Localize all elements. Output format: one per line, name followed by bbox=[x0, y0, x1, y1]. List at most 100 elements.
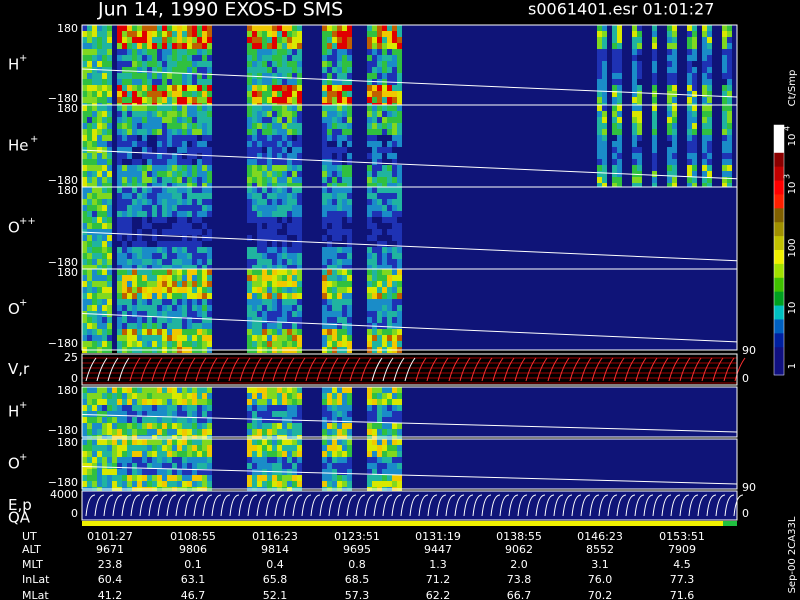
spectrogram-cell bbox=[82, 387, 87, 393]
tick-label: 0 bbox=[71, 372, 78, 385]
spectrogram-cell bbox=[197, 43, 202, 49]
spectrogram-cell bbox=[162, 205, 167, 211]
spectrogram-cell bbox=[197, 147, 202, 153]
spectrogram-cell bbox=[367, 287, 372, 293]
spectrogram-cell bbox=[187, 387, 192, 393]
spectrogram-cell bbox=[132, 171, 137, 177]
spectrogram-cell bbox=[177, 97, 182, 103]
spectrogram-cell bbox=[252, 79, 257, 85]
spectrogram-cell bbox=[97, 229, 102, 235]
spectrogram-cell bbox=[167, 211, 172, 217]
spectrogram-cell bbox=[387, 405, 392, 411]
spectrogram-cell bbox=[702, 55, 707, 61]
spectrogram-cell bbox=[117, 205, 122, 211]
spectrogram-cell bbox=[652, 79, 657, 85]
spectrogram-cell bbox=[367, 183, 372, 189]
spectrogram-cell bbox=[142, 411, 147, 417]
spectrogram-cell bbox=[152, 31, 157, 37]
spectrogram-cell bbox=[187, 329, 192, 335]
spectrogram-cell bbox=[332, 25, 337, 31]
spectrogram-cell bbox=[87, 85, 92, 91]
spectrogram-cell bbox=[297, 43, 302, 49]
spectrogram-cell bbox=[342, 265, 347, 271]
spectrogram-cell bbox=[117, 49, 122, 55]
spectrogram-cell bbox=[387, 463, 392, 469]
energy-arc bbox=[454, 494, 465, 517]
tick-label: −180 bbox=[48, 92, 78, 105]
spectrogram-cell bbox=[107, 481, 112, 487]
spectrogram-cell bbox=[382, 177, 387, 183]
spectrogram-cell bbox=[382, 61, 387, 67]
spectrogram-cell bbox=[157, 275, 162, 281]
spectrogram-cell bbox=[392, 417, 397, 423]
spectrogram-cell bbox=[177, 429, 182, 435]
spectrogram-cell bbox=[122, 129, 127, 135]
spectrogram-cell bbox=[372, 165, 377, 171]
spectrogram-cell bbox=[392, 323, 397, 329]
spectrogram-cell bbox=[257, 37, 262, 43]
spectrogram-cell bbox=[277, 317, 282, 323]
spectrogram-cell bbox=[117, 177, 122, 183]
spectrogram-cell bbox=[117, 423, 122, 429]
spectrogram-cell bbox=[672, 171, 677, 177]
spectrogram-cell bbox=[177, 31, 182, 37]
spectrogram-cell bbox=[102, 153, 107, 159]
spectrogram-cell bbox=[332, 399, 337, 405]
spectrogram-cell bbox=[207, 423, 212, 429]
spectrogram-cell bbox=[267, 287, 272, 293]
spectrogram-cell bbox=[187, 317, 192, 323]
spectrogram-cell bbox=[692, 97, 697, 103]
spectrogram-cell bbox=[192, 463, 197, 469]
spectrogram-cell bbox=[107, 305, 112, 311]
spectrogram-cell bbox=[262, 105, 267, 111]
spectrogram-cell bbox=[122, 183, 127, 189]
energy-arc bbox=[562, 494, 573, 517]
spectrogram-cell bbox=[347, 67, 352, 73]
spectrogram-cell bbox=[152, 445, 157, 451]
spectrogram-cell bbox=[382, 253, 387, 259]
spectrogram-cell bbox=[367, 429, 372, 435]
spectrogram-cell bbox=[347, 281, 352, 287]
spectrogram-cell bbox=[202, 129, 207, 135]
vel-arc bbox=[723, 357, 735, 382]
spectrogram-cell bbox=[672, 67, 677, 73]
spectrogram-cell bbox=[397, 317, 402, 323]
spectrogram-cell bbox=[147, 211, 152, 217]
spectrogram-cell bbox=[347, 49, 352, 55]
spectrogram-cell bbox=[122, 481, 127, 487]
spectrogram-cell bbox=[197, 445, 202, 451]
spectrogram-cell bbox=[82, 341, 87, 347]
spectrogram-cell bbox=[177, 335, 182, 341]
spectrogram-cell bbox=[272, 193, 277, 199]
spectrogram-cell bbox=[277, 423, 282, 429]
spectrogram-cell bbox=[367, 305, 372, 311]
spectrogram-cell bbox=[257, 451, 262, 457]
spectrogram-cell bbox=[297, 259, 302, 265]
spectrogram-cell bbox=[372, 405, 377, 411]
spectrogram-cell bbox=[147, 61, 152, 67]
spectrogram-cell bbox=[367, 73, 372, 79]
spectrogram-cell bbox=[272, 217, 277, 223]
spectrogram-cell bbox=[372, 117, 377, 123]
spectrogram-cell bbox=[152, 487, 157, 493]
spectrogram-cell bbox=[202, 91, 207, 97]
spectrogram-cell bbox=[122, 335, 127, 341]
spectrogram-cell bbox=[282, 463, 287, 469]
spectrogram-cell bbox=[177, 305, 182, 311]
spectrogram-cell bbox=[257, 335, 262, 341]
spectrogram-cell bbox=[282, 67, 287, 73]
spectrogram-cell bbox=[177, 105, 182, 111]
spectrogram-cell bbox=[297, 183, 302, 189]
energy-arc bbox=[697, 494, 708, 517]
spectrogram-cell bbox=[167, 451, 172, 457]
spectrogram-cell bbox=[152, 411, 157, 417]
spectrogram-cell bbox=[257, 67, 262, 73]
spectrogram-cell bbox=[182, 341, 187, 347]
spectrogram-cell bbox=[292, 205, 297, 211]
spectrogram-cell bbox=[182, 411, 187, 417]
spectrogram-cell bbox=[127, 329, 132, 335]
spectrogram-cell bbox=[292, 293, 297, 299]
spectrogram-cell bbox=[342, 323, 347, 329]
spectrogram-cell bbox=[347, 405, 352, 411]
spectrogram-cell bbox=[392, 405, 397, 411]
